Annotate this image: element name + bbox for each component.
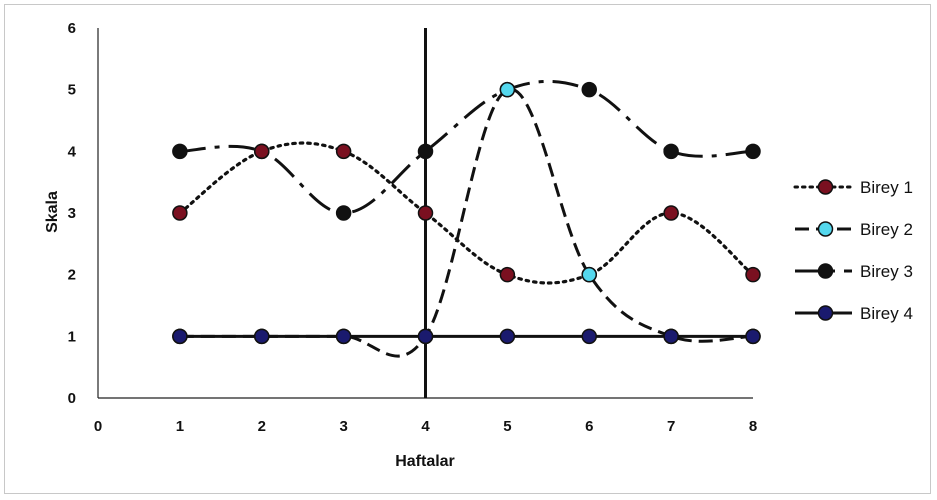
data-point-series-4 — [172, 328, 188, 345]
legend-marker — [817, 263, 834, 279]
data-point-series-2 — [581, 266, 597, 283]
legend-marker — [817, 221, 834, 237]
data-point-series-3 — [172, 143, 188, 160]
x-axis-title: Haftalar — [395, 453, 455, 470]
data-point-series-4 — [745, 328, 761, 345]
data-point-series-3 — [581, 81, 597, 98]
y-tick-label: 6 — [68, 20, 76, 37]
x-tick-label: 8 — [749, 418, 757, 435]
data-point-series-1 — [499, 266, 516, 283]
legend-label: Birey 1 — [860, 178, 913, 197]
x-tick-label: 6 — [585, 418, 593, 435]
legend-label: Birey 4 — [860, 304, 913, 323]
y-tick-label: 4 — [68, 143, 77, 160]
legend: Birey 1 Birey 2 Birey 3 Birey 4 — [793, 178, 913, 323]
data-point-series-1 — [254, 143, 270, 160]
data-point-series-4 — [663, 328, 679, 345]
series-markers — [172, 81, 761, 345]
y-axis-title: Skala — [44, 191, 61, 233]
data-point-series-3 — [335, 205, 352, 221]
legend-item: Birey 4 — [795, 304, 913, 323]
data-point-series-4 — [581, 328, 597, 345]
series-line-1 — [178, 141, 755, 285]
data-point-series-4 — [335, 328, 352, 345]
legend-item: Birey 3 — [795, 262, 913, 281]
data-point-series-3 — [417, 143, 434, 160]
data-point-series-1 — [172, 205, 188, 221]
data-point-series-1 — [663, 205, 679, 221]
legend-marker — [817, 305, 834, 321]
y-tick-label: 1 — [68, 328, 76, 345]
series-lines — [178, 79, 755, 358]
x-tick-label: 7 — [667, 418, 675, 435]
y-tick-label: 3 — [68, 205, 76, 222]
x-tick-label: 3 — [339, 418, 347, 435]
data-point-series-4 — [499, 328, 516, 345]
data-point-series-2 — [499, 81, 516, 98]
x-tick-label: 0 — [94, 418, 102, 435]
data-point-series-1 — [335, 143, 352, 160]
x-tick-label: 2 — [258, 418, 266, 435]
legend-label: Birey 3 — [860, 262, 913, 281]
tick-labels: 0 1 2 3 4 5 6 7 8 0 1 2 3 4 5 6 — [68, 20, 758, 435]
data-point-series-4 — [254, 328, 270, 345]
legend-item: Birey 2 — [795, 220, 913, 239]
legend-marker — [817, 179, 834, 195]
x-tick-label: 5 — [503, 418, 511, 435]
legend-item: Birey 1 — [793, 178, 913, 197]
data-point-series-1 — [417, 205, 434, 221]
data-point-series-1 — [745, 266, 761, 283]
y-tick-label: 0 — [68, 390, 76, 407]
y-tick-label: 5 — [68, 82, 76, 99]
legend-label: Birey 2 — [860, 220, 913, 239]
data-point-series-4 — [417, 328, 434, 345]
x-tick-label: 1 — [176, 418, 184, 435]
data-point-series-3 — [663, 143, 679, 160]
series-line-2 — [179, 87, 754, 358]
data-point-series-3 — [745, 143, 761, 160]
x-tick-label: 4 — [421, 418, 430, 435]
y-tick-label: 2 — [68, 267, 76, 284]
